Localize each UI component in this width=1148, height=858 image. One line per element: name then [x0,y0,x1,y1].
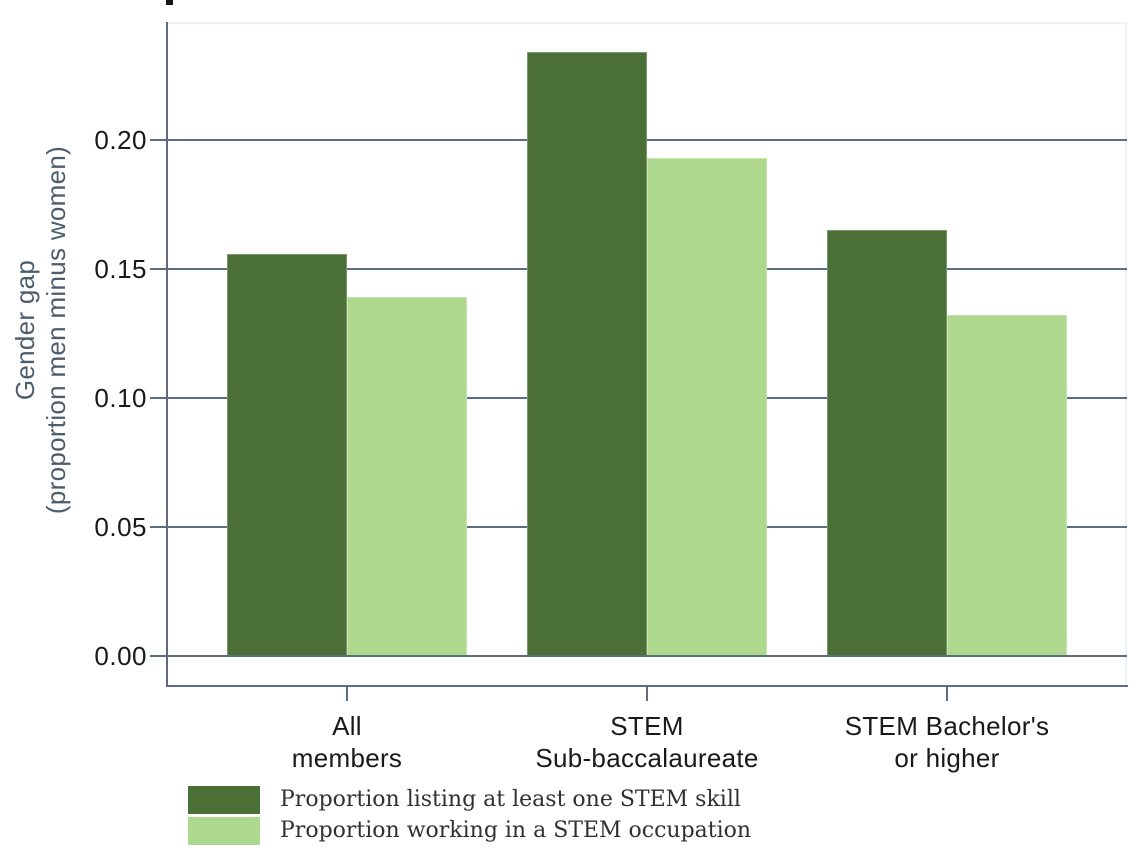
y-axis-tick-0.15 [150,268,167,270]
gridline-0.00 [167,655,1127,657]
gridline-0.20 [167,139,1127,141]
x-axis-tick-3 [946,687,948,701]
y-tick-label-0.20: 0.20 [94,125,147,155]
y-tick-label-0.00: 0.00 [94,641,147,671]
x-category-label-1: All members [187,710,507,774]
x-category-label-3: STEM Bachelor's or higher [787,710,1107,774]
x-axis-tick-2 [646,687,648,701]
x-category-label-line2: or higher [894,743,1000,773]
x-category-label-line1: STEM Bachelor's [844,711,1050,741]
legend-swatch-stem-skill [188,786,260,814]
y-axis-tick-0.10 [150,397,167,399]
plot-area [167,22,1127,686]
bar-stem-skill-stem [527,52,647,656]
x-category-label-2: STEM Sub-baccalaureate [487,710,807,774]
legend-label-stem-occupation: Proportion working in a STEM occupation [280,818,752,843]
bar-stem-skill-all [227,253,347,656]
legend-swatch-stem-occupation [188,817,260,845]
y-axis-spine [166,22,168,687]
x-category-label-line1: All [332,711,362,741]
x-category-label-line2: Sub-baccalaureate [535,743,759,773]
legend-row-stem-skill: Proportion listing at least one STEM ski… [188,786,751,814]
legend-row-stem-occupation: Proportion working in a STEM occupation [188,817,751,845]
bar-stem-occupation-stem [647,158,767,656]
y-tick-label-0.05: 0.05 [94,512,147,542]
legend-label-stem-skill: Proportion listing at least one STEM ski… [280,787,741,812]
cropped-title-glyph-fragment [166,0,173,5]
x-axis-spine [166,685,1128,687]
y-axis-tick-0.00 [150,655,167,657]
bar-stem-skill-stem-bachelor-s [827,230,947,656]
y-axis-tick-0.05 [150,526,167,528]
legend: Proportion listing at least one STEM ski… [188,786,751,848]
y-axis-tick-0.20 [150,139,167,141]
y-tick-label-0.15: 0.15 [94,254,147,284]
x-category-label-line2: members [291,743,403,773]
bar-stem-occupation-stem-bachelor-s [947,315,1067,656]
y-tick-label-0.10: 0.10 [94,383,147,413]
x-axis-tick-1 [346,687,348,701]
x-category-label-line1: STEM [610,711,684,741]
bar-stem-occupation-all [347,297,467,656]
